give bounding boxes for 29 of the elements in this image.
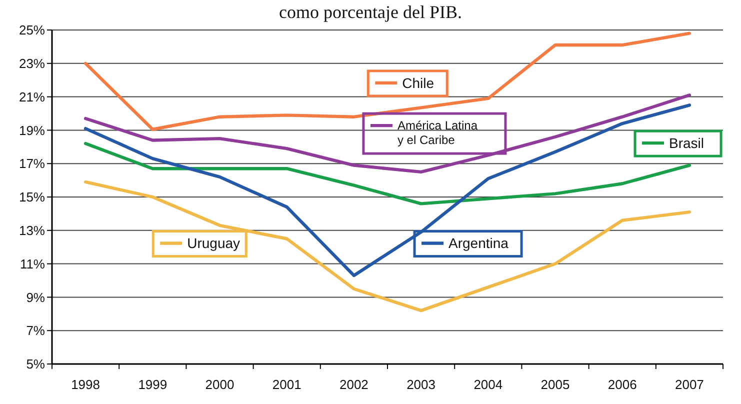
x-tick-label: 2006 <box>608 377 637 392</box>
x-tick-label: 2001 <box>272 377 302 392</box>
legend-label: Chile <box>402 74 434 91</box>
line-series <box>84 32 692 131</box>
x-tick-label: 2007 <box>674 377 704 392</box>
y-tick-label: 19% <box>18 122 46 138</box>
line-series <box>84 180 692 312</box>
y-tick-label: 23% <box>18 56 46 71</box>
y-tick-label: 11% <box>20 256 46 272</box>
y-tick-label: 25% <box>18 22 46 38</box>
x-tick-label: 1998 <box>71 377 100 392</box>
y-tick-label: 5% <box>26 356 46 372</box>
legend-label: Uruguay <box>187 235 240 252</box>
legend-label: Argentina <box>448 235 509 252</box>
y-tick-label: 9% <box>26 290 46 305</box>
x-tick-label: 2005 <box>540 377 570 392</box>
legend-label: América Latina y el Caribe <box>397 118 478 148</box>
chart-title: como porcentaje del PIB. <box>279 2 462 22</box>
x-tick-label: 2000 <box>205 377 234 392</box>
y-tick-label: 21% <box>18 89 46 104</box>
y-tick-label: 15% <box>18 190 46 205</box>
y-tick-label: 7% <box>26 323 46 338</box>
x-tick-label: 2004 <box>474 377 503 392</box>
x-tick-label: 2002 <box>339 377 368 392</box>
x-tick-label: 2003 <box>406 377 436 392</box>
x-tick-label: 1999 <box>138 377 168 392</box>
y-tick-label: 17% <box>18 156 46 172</box>
legend-label: Brasil <box>669 134 704 151</box>
y-tick-label: 13% <box>18 222 46 238</box>
